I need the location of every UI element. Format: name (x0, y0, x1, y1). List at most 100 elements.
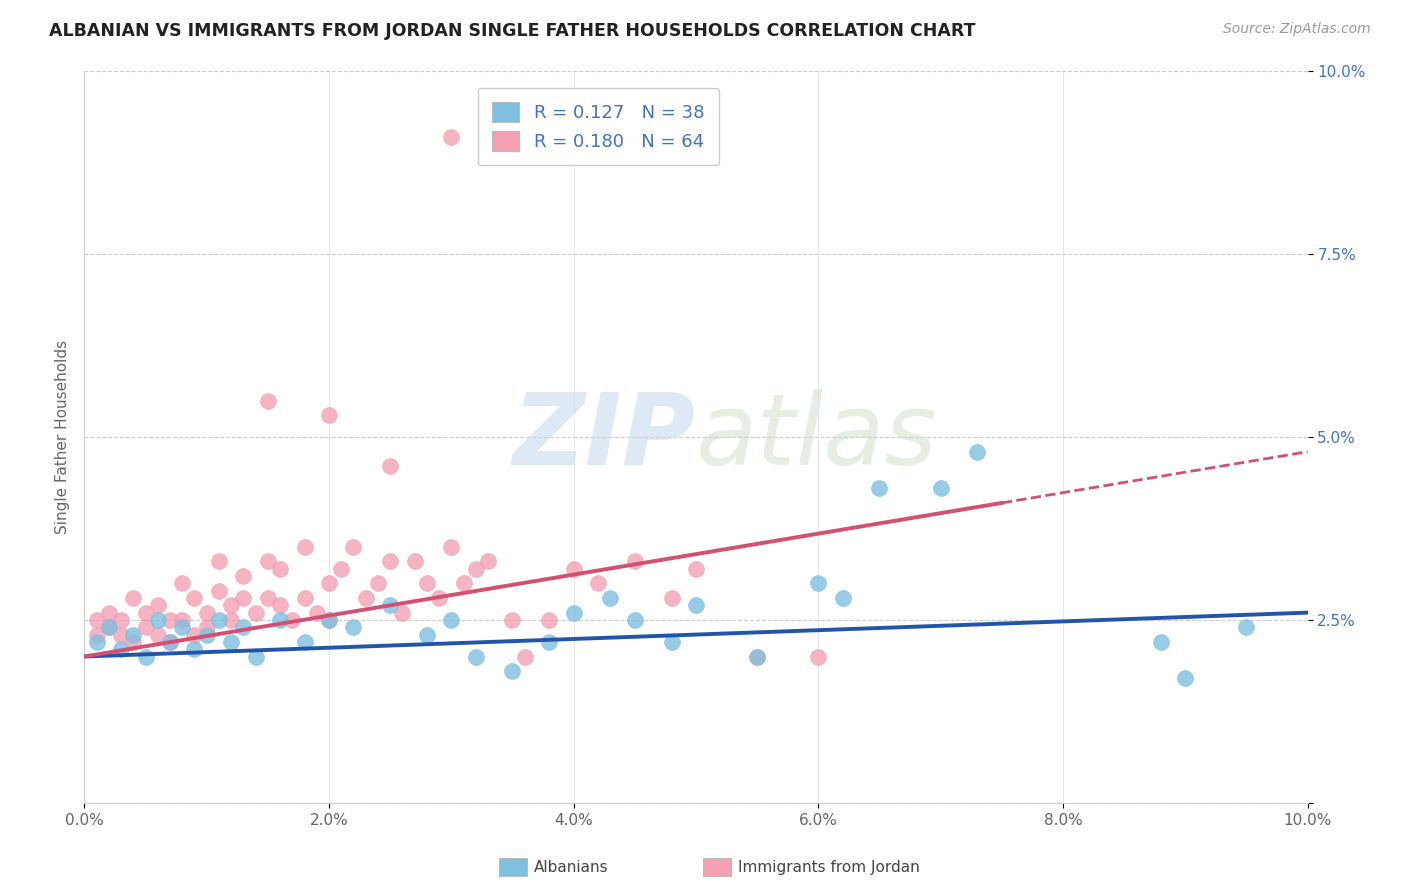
Point (110, 613, 132, 627)
Point (747, 649, 769, 664)
Point (97, 620, 120, 634)
Text: Albanians: Albanians (534, 860, 609, 874)
Point (502, 613, 524, 627)
Point (513, 649, 536, 664)
Point (318, 408, 340, 422)
Point (122, 591, 145, 605)
Point (269, 599, 291, 613)
Point (416, 576, 439, 591)
Point (159, 635, 181, 649)
Point (685, 599, 707, 613)
Point (294, 540, 316, 554)
Point (269, 562, 291, 576)
Point (427, 591, 450, 605)
Point (869, 481, 891, 495)
Point (172, 576, 194, 591)
Point (464, 649, 486, 664)
Point (807, 576, 830, 591)
Point (195, 627, 218, 641)
Point (318, 613, 340, 627)
Point (538, 635, 561, 649)
Point (391, 606, 413, 620)
Point (135, 606, 157, 620)
Point (294, 591, 316, 605)
Point (1174, 672, 1197, 686)
Point (562, 562, 585, 576)
Point (195, 620, 218, 634)
Point (464, 562, 486, 576)
Point (219, 613, 242, 627)
Point (562, 606, 585, 620)
Point (586, 576, 609, 591)
Point (219, 599, 242, 613)
Y-axis label: Single Father Households: Single Father Households (55, 340, 70, 534)
Point (159, 635, 181, 649)
Point (330, 562, 353, 576)
Point (807, 649, 830, 664)
Point (183, 642, 205, 657)
Point (294, 635, 316, 649)
Point (110, 642, 132, 657)
Point (97, 620, 120, 634)
Point (86, 613, 108, 627)
Point (966, 444, 988, 458)
Point (122, 627, 145, 641)
Point (208, 583, 231, 598)
Point (86, 635, 108, 649)
Point (661, 635, 683, 649)
Point (453, 576, 475, 591)
Point (86, 627, 108, 641)
Point (367, 576, 389, 591)
Text: Immigrants from Jordan: Immigrants from Jordan (738, 860, 920, 874)
Point (232, 569, 254, 583)
Text: atlas: atlas (696, 389, 938, 485)
Point (172, 620, 194, 634)
Point (257, 554, 280, 568)
Point (354, 591, 377, 605)
Point (146, 599, 169, 613)
Point (624, 613, 647, 627)
Point (135, 649, 157, 664)
Text: Source: ZipAtlas.com: Source: ZipAtlas.com (1223, 22, 1371, 37)
Point (477, 554, 499, 568)
Point (342, 540, 364, 554)
Point (245, 606, 267, 620)
Point (440, 540, 463, 554)
Point (257, 393, 280, 408)
Point (1150, 635, 1173, 649)
Point (440, 130, 463, 145)
Point (380, 599, 402, 613)
Point (305, 606, 328, 620)
Text: ALBANIAN VS IMMIGRANTS FROM JORDAN SINGLE FATHER HOUSEHOLDS CORRELATION CHART: ALBANIAN VS IMMIGRANTS FROM JORDAN SINGL… (49, 22, 976, 40)
Point (269, 613, 291, 627)
Point (929, 481, 952, 495)
Point (110, 627, 132, 641)
Point (661, 591, 683, 605)
Point (122, 635, 145, 649)
Point (159, 613, 181, 627)
Point (342, 620, 364, 634)
Point (146, 613, 169, 627)
Point (146, 627, 169, 641)
Point (232, 591, 254, 605)
Point (624, 554, 647, 568)
Point (831, 591, 853, 605)
Text: ZIP: ZIP (513, 389, 696, 485)
Point (685, 562, 707, 576)
Point (1236, 620, 1258, 634)
Point (183, 591, 205, 605)
Point (135, 620, 157, 634)
Point (747, 649, 769, 664)
Point (219, 635, 242, 649)
Point (404, 554, 426, 568)
Point (172, 613, 194, 627)
Point (232, 620, 254, 634)
Point (380, 459, 402, 474)
Point (208, 554, 231, 568)
Point (502, 664, 524, 678)
Legend: R = 0.127   N = 38, R = 0.180   N = 64: R = 0.127 N = 38, R = 0.180 N = 64 (478, 87, 718, 165)
Point (208, 613, 231, 627)
Point (318, 613, 340, 627)
Point (245, 649, 267, 664)
Point (318, 576, 340, 591)
